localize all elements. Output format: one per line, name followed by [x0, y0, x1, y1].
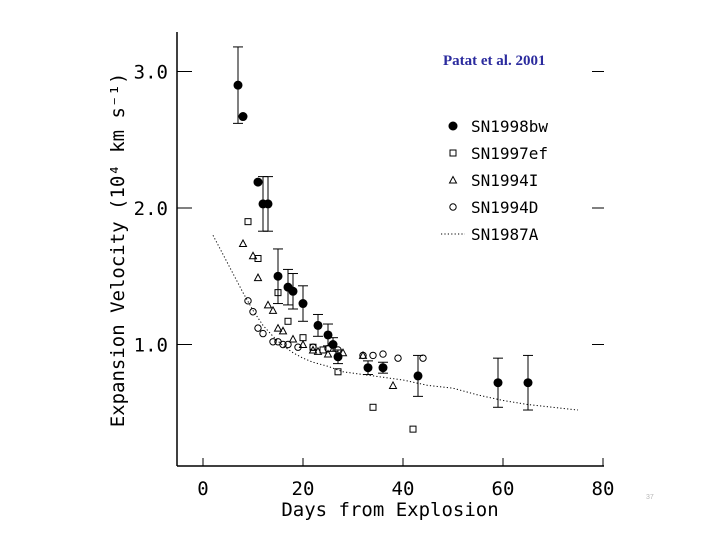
data-point-sn1998bw	[523, 378, 533, 388]
x-tick-label: 20	[292, 478, 315, 500]
data-point-sn1994d	[254, 324, 262, 332]
data-point-sn1994i	[253, 273, 263, 282]
data-point-sn1994i	[313, 346, 323, 355]
data-point-sn1994d	[419, 354, 427, 362]
data-point-sn1997ef	[319, 346, 327, 354]
data-point-sn1994i	[323, 349, 333, 358]
data-point-sn1994i	[338, 348, 348, 357]
legend-label-sn1987a: SN1987A	[471, 225, 539, 244]
data-point-sn1994d	[359, 351, 367, 360]
data-point-sn1998bw	[363, 363, 373, 373]
data-point-sn1997ef	[244, 218, 252, 226]
x-tick-label: 0	[197, 478, 208, 500]
data-point-sn1997ef	[409, 425, 417, 433]
series-line-sn1987a	[212, 235, 579, 411]
data-point-sn1994i	[263, 300, 273, 309]
y-axis-label: Expansion Velocity (10⁴ km s⁻¹)	[107, 73, 129, 428]
data-point-sn1998bw	[493, 378, 503, 388]
data-point-sn1994i	[288, 334, 298, 343]
data-point-sn1997ef	[284, 317, 292, 325]
data-point-sn1998bw	[263, 199, 273, 209]
data-point-sn1994d	[269, 338, 277, 346]
y-tick-label: 3.0	[134, 62, 168, 84]
data-point-sn1998bw	[413, 371, 423, 381]
x-axis-label: Days from Explosion	[281, 499, 498, 521]
data-point-sn1994d	[309, 343, 317, 351]
data-point-sn1998bw	[313, 320, 323, 330]
x-tick-label: 60	[492, 478, 515, 500]
data-point-sn1998bw	[288, 286, 298, 296]
data-point-sn1994d	[324, 344, 332, 353]
x-tick-label: 40	[392, 478, 415, 500]
data-point-sn1998bw	[253, 177, 263, 187]
data-point-sn1994d	[244, 297, 252, 305]
legend-label-sn1998bw: SN1998bw	[471, 117, 548, 136]
legend-swatch-sn1997ef	[449, 149, 457, 157]
data-point-sn1997ef	[299, 334, 307, 342]
legend-swatch-sn1994i	[448, 175, 458, 184]
data-point-sn1994d	[259, 329, 267, 338]
data-point-sn1994d	[369, 351, 377, 360]
data-point-sn1994d	[284, 340, 292, 349]
legend-swatch-sn1998bw	[448, 121, 458, 131]
legend-swatch-sn1994d	[449, 203, 457, 211]
slide-number: 37	[646, 494, 654, 501]
data-point-sn1998bw	[233, 80, 243, 90]
data-point-sn1994d	[334, 346, 342, 354]
data-point-sn1994i	[273, 323, 283, 332]
data-point-sn1997ef	[369, 403, 377, 411]
data-point-sn1998bw	[238, 112, 248, 122]
data-point-sn1994i	[388, 380, 398, 389]
data-point-sn1997ef	[334, 368, 342, 376]
data-point-sn1994d	[249, 308, 257, 316]
attribution-text: Patat et al. 2001	[443, 53, 546, 69]
data-point-sn1994i	[278, 326, 288, 335]
legend-label-sn1994i: SN1994I	[471, 171, 538, 190]
x-tick-label: 80	[592, 478, 615, 500]
data-point-sn1997ef	[274, 289, 282, 297]
data-point-sn1994i	[248, 251, 258, 260]
data-point-sn1994i	[268, 305, 278, 314]
data-point-sn1998bw	[273, 271, 283, 281]
data-point-sn1994i	[238, 238, 248, 247]
data-point-sn1994i	[298, 339, 308, 348]
data-point-sn1998bw	[378, 363, 388, 373]
data-point-sn1994d	[394, 354, 402, 362]
data-point-sn1994d	[279, 340, 287, 349]
data-point-sn1994d	[379, 350, 387, 358]
y-tick-label: 2.0	[134, 198, 168, 220]
legend-label-sn1994d: SN1994D	[471, 198, 538, 217]
legend-label-sn1997ef: SN1997ef	[471, 144, 548, 163]
y-tick-label: 1.0	[134, 335, 168, 357]
data-point-sn1994d	[294, 343, 302, 351]
data-point-sn1998bw	[298, 299, 308, 309]
